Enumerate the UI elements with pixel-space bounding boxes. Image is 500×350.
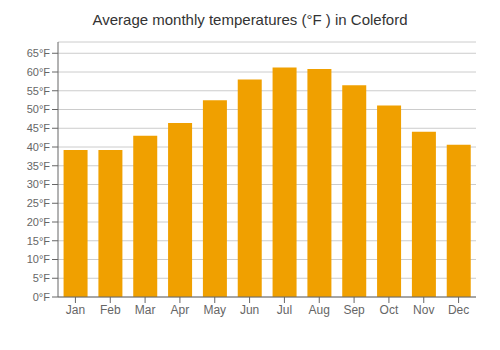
svg-text:25°F: 25°F xyxy=(27,197,51,209)
svg-text:Feb: Feb xyxy=(100,303,121,317)
svg-text:Nov: Nov xyxy=(413,303,434,317)
svg-text:Sep: Sep xyxy=(343,303,365,317)
svg-text:Dec: Dec xyxy=(448,303,469,317)
svg-text:Aug: Aug xyxy=(309,303,330,317)
svg-text:50°F: 50°F xyxy=(27,103,51,115)
svg-text:30°F: 30°F xyxy=(27,178,51,190)
svg-text:15°F: 15°F xyxy=(27,235,51,247)
svg-text:Jun: Jun xyxy=(240,303,259,317)
svg-text:40°F: 40°F xyxy=(27,141,51,153)
svg-text:Oct: Oct xyxy=(380,303,399,317)
svg-text:10°F: 10°F xyxy=(27,253,51,265)
svg-text:Jul: Jul xyxy=(277,303,292,317)
svg-text:May: May xyxy=(203,303,226,317)
svg-text:Apr: Apr xyxy=(171,303,190,317)
svg-text:45°F: 45°F xyxy=(27,122,51,134)
svg-text:55°F: 55°F xyxy=(27,85,51,97)
svg-text:Mar: Mar xyxy=(135,303,156,317)
svg-text:0°F: 0°F xyxy=(33,291,51,303)
svg-text:5°F: 5°F xyxy=(33,272,51,284)
svg-text:Jan: Jan xyxy=(66,303,85,317)
svg-text:65°F: 65°F xyxy=(27,47,51,59)
svg-text:60°F: 60°F xyxy=(27,66,51,78)
svg-text:35°F: 35°F xyxy=(27,160,51,172)
html-text:Average monthly temperatures (: Average monthly temperatures (°F ) in Co… xyxy=(92,11,408,28)
svg-text:20°F: 20°F xyxy=(27,216,51,228)
